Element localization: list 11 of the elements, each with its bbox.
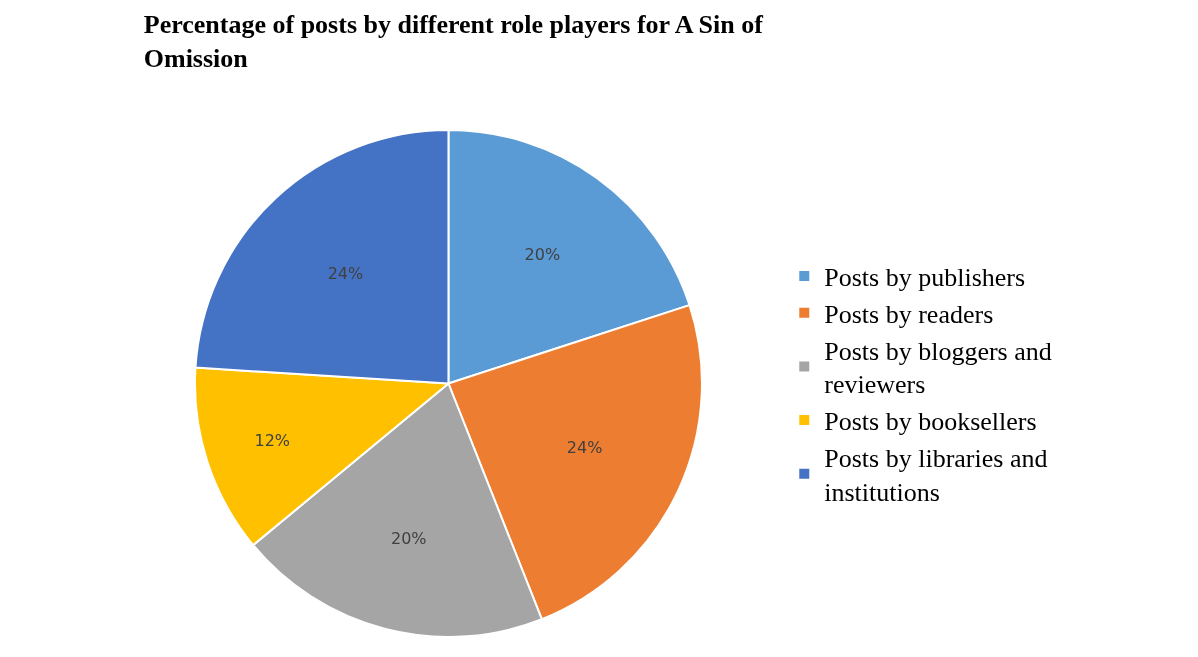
data-label: 24% bbox=[327, 264, 364, 284]
legend-label: Posts by readers bbox=[824, 299, 994, 329]
data-label: 20% bbox=[390, 528, 427, 548]
data-label: 24% bbox=[566, 438, 603, 458]
legend-label: Posts by libraries and institutions bbox=[824, 444, 1048, 507]
data-label: 20% bbox=[524, 244, 561, 264]
legend-label: Posts by booksellers bbox=[824, 407, 1037, 437]
chart-title: Percentage of posts by different role players for A Sin of Omission bbox=[143, 9, 764, 73]
legend-label: Posts by bloggers and reviewers bbox=[824, 336, 1052, 400]
data-label: 12% bbox=[254, 431, 291, 451]
legend-label: Posts by publishers bbox=[824, 263, 1026, 293]
